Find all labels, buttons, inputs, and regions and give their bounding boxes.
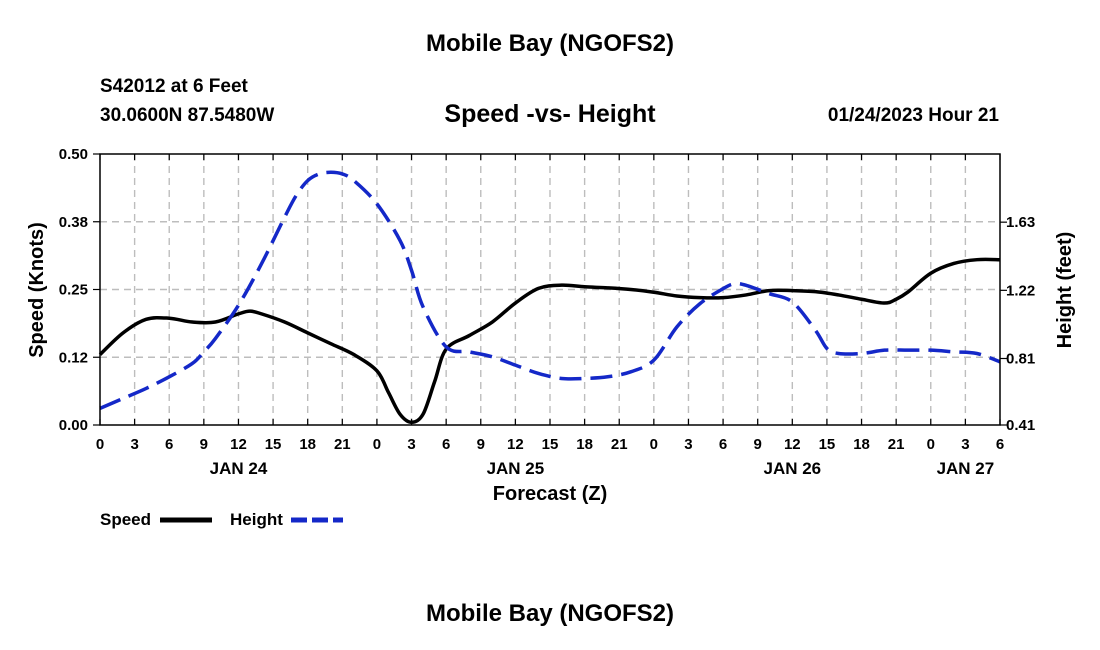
x-tick-label: 18 xyxy=(299,436,316,453)
legend-label-speed: Speed xyxy=(100,510,151,529)
x-tick-label: 21 xyxy=(888,436,905,453)
axes: 0 3 6 9 12 15 18 21 0 3 6 9 12 15 18 21 0 3 6 9 12 15 18 21 0 3 60… xyxy=(59,146,1035,478)
x-tick-label: 18 xyxy=(576,436,593,453)
x-tick-label: 6 xyxy=(719,436,727,453)
chart-subtitle: Speed -vs- Height xyxy=(444,100,656,128)
x-tick-label: 0 xyxy=(96,436,104,453)
x-tick-label: 0 xyxy=(927,436,935,453)
station-id: S42012 at 6 Feet xyxy=(100,76,248,97)
x-tick-label: 3 xyxy=(961,436,969,453)
x-tick-label: 0 xyxy=(650,436,658,453)
x-tick-label: 18 xyxy=(853,436,870,453)
y2-axis-label: Height (feet) xyxy=(1054,232,1076,349)
y-tick-label: 0.38 xyxy=(59,214,88,231)
y2-tick-label: 0.81 xyxy=(1006,350,1035,367)
y-tick-label: 0.25 xyxy=(59,282,88,299)
x-tick-label: 3 xyxy=(407,436,415,453)
y-tick-label: 0.12 xyxy=(59,349,88,366)
y-tick-label: 0.50 xyxy=(59,146,88,163)
y2-tick-label: 0.41 xyxy=(1006,417,1035,434)
series-line-speed xyxy=(98,257,1001,425)
x-tick-label: 21 xyxy=(334,436,351,453)
x-tick-label: 21 xyxy=(611,436,628,453)
x-tick-label: 0 xyxy=(373,436,381,453)
x-tick-label: 6 xyxy=(442,436,450,453)
x-tick-label: 9 xyxy=(477,436,485,453)
date-label: JAN 27 xyxy=(937,459,995,478)
x-tick-label: 12 xyxy=(507,436,524,453)
series-line-height xyxy=(99,170,1001,410)
station-coordinates: 30.0600N 87.5480W xyxy=(100,105,275,126)
x-tick-label: 3 xyxy=(130,436,138,453)
y-axis-label: Speed (Knots) xyxy=(26,222,48,358)
y-tick-label: 0.00 xyxy=(59,417,88,434)
forecast-datetime: 01/24/2023 Hour 21 xyxy=(827,105,999,126)
series-lines xyxy=(98,170,1001,425)
date-label: JAN 24 xyxy=(210,459,268,478)
date-label: JAN 25 xyxy=(487,459,545,478)
legend-label-height: Height xyxy=(230,510,283,529)
x-tick-label: 9 xyxy=(200,436,208,453)
speed-height-chart: 0 3 6 9 12 15 18 21 0 3 6 9 12 15 18 21 0 3 6 9 12 15 18 21 0 3 60… xyxy=(26,146,1076,529)
x-tick-label: 15 xyxy=(542,436,559,453)
chart-title-top: Mobile Bay (NGOFS2) xyxy=(425,30,675,57)
x-tick-label: 15 xyxy=(819,436,836,453)
y2-tick-label: 1.63 xyxy=(1006,214,1035,231)
x-axis-label: Forecast (Z) xyxy=(493,483,607,505)
x-tick-label: 12 xyxy=(784,436,801,453)
x-tick-label: 6 xyxy=(165,436,173,453)
date-label: JAN 26 xyxy=(763,459,821,478)
x-tick-label: 3 xyxy=(684,436,692,453)
y2-tick-label: 1.22 xyxy=(1006,282,1035,299)
chart-title-bottom: Mobile Bay (NGOFS2) xyxy=(425,600,675,627)
x-tick-label: 15 xyxy=(265,436,282,453)
grid xyxy=(100,154,1000,425)
x-tick-label: 12 xyxy=(230,436,247,453)
x-tick-label: 6 xyxy=(996,436,1004,453)
legend: Speed Height xyxy=(100,510,343,529)
x-tick-label: 9 xyxy=(754,436,762,453)
